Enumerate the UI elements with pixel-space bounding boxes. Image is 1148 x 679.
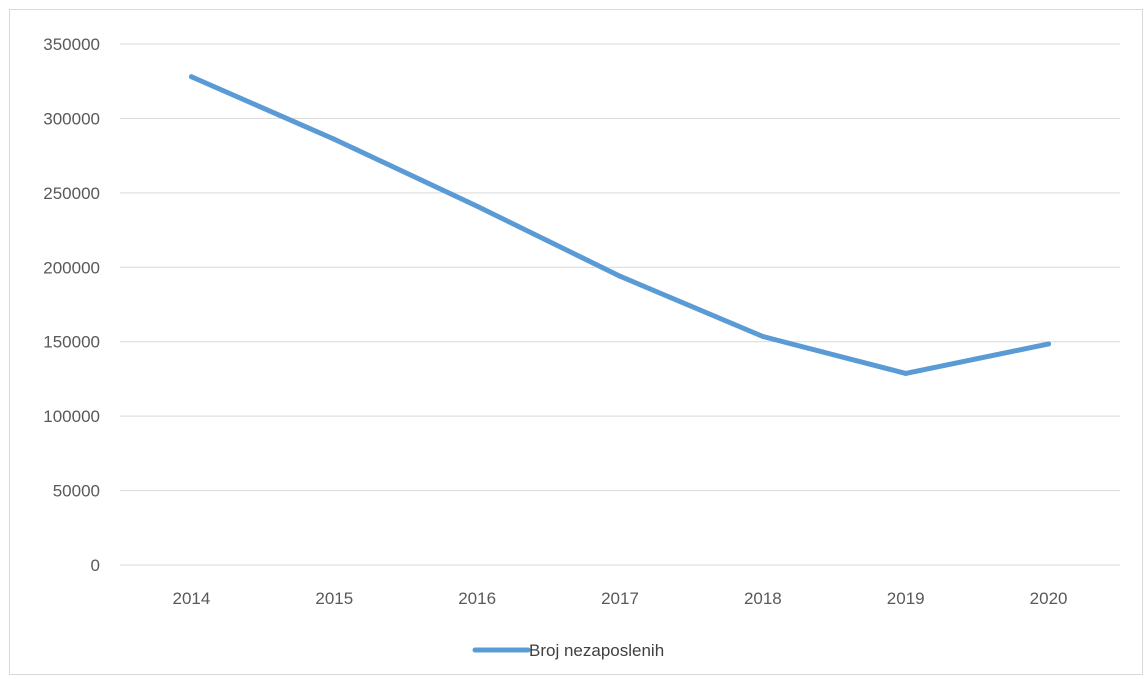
y-tick-label: 250000 [43,184,100,203]
data-point [617,273,623,279]
x-tick-label: 2016 [458,589,496,608]
data-point [188,74,194,80]
y-axis-tick-labels: 0 50000 100000 150000 200000 250000 300000 3500… [43,35,100,575]
data-point [760,334,766,340]
x-tick-label: 2018 [744,589,782,608]
y-tick-label: 300000 [43,109,100,128]
series-layer [188,74,1052,376]
x-axis-tick-labels: 2014 2015 2016 2017 2018 2019 2020 [173,589,1068,608]
legend: Broj nezaposlenih [472,641,664,660]
y-tick-label: 0 [91,556,100,575]
data-point [474,203,480,209]
x-tick-label: 2020 [1030,589,1068,608]
data-point [331,136,337,142]
series-line [188,74,1052,376]
x-tick-label: 2017 [601,589,639,608]
x-tick-label: 2019 [887,589,925,608]
x-tick-label: 2015 [315,589,353,608]
y-tick-label: 200000 [43,258,100,277]
y-tick-label: 100000 [43,407,100,426]
y-tick-label: 50000 [53,482,100,501]
legend-label: Broj nezaposlenih [529,641,664,660]
y-tick-label: 150000 [43,333,100,352]
data-point [1046,341,1052,347]
data-point [903,370,909,376]
y-tick-label: 350000 [43,35,100,54]
gridlines [120,43,1120,566]
x-tick-label: 2014 [173,589,211,608]
